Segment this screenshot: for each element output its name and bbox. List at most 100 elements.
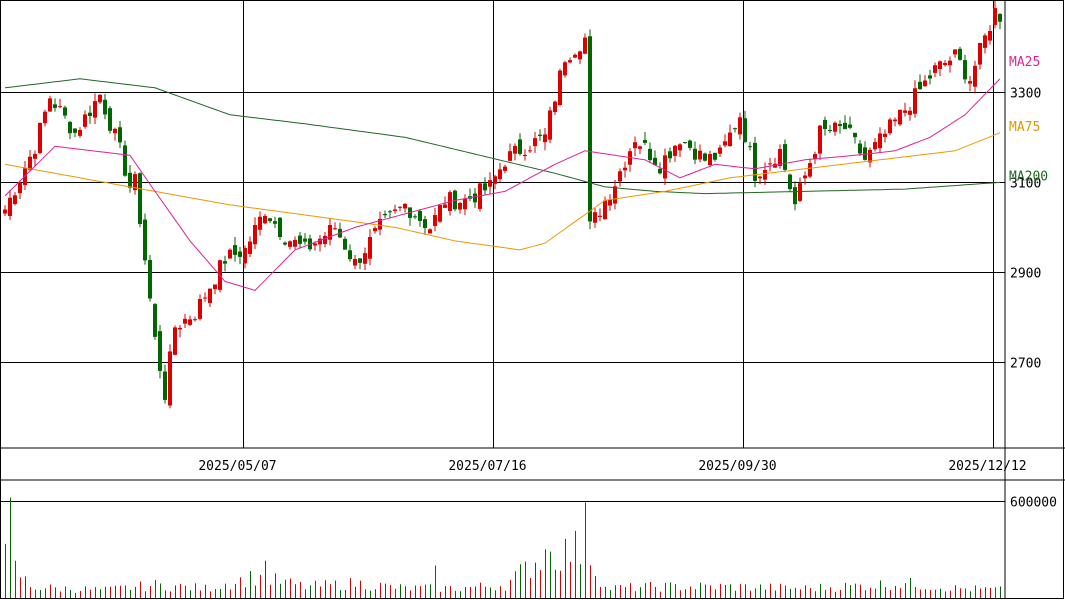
candle-body bbox=[983, 35, 987, 48]
price-tick-label: 3300 bbox=[1010, 87, 1041, 102]
candle-body bbox=[343, 238, 347, 250]
date-tick-label: 2025/12/12 bbox=[948, 459, 1026, 474]
candle-body bbox=[898, 109, 902, 125]
candle-body bbox=[568, 60, 572, 63]
candle-body bbox=[743, 118, 747, 142]
candle-body bbox=[418, 210, 422, 221]
candle-body bbox=[793, 187, 797, 205]
candle-body bbox=[763, 169, 767, 180]
candles bbox=[3, 0, 1002, 409]
candle-body bbox=[168, 351, 172, 406]
candle-body bbox=[883, 133, 887, 137]
candle-body bbox=[173, 327, 177, 355]
candle-body bbox=[463, 198, 467, 210]
candle-body bbox=[138, 173, 142, 224]
candle-body bbox=[363, 253, 367, 264]
candle-body bbox=[623, 167, 627, 171]
candle-body bbox=[843, 122, 847, 130]
candle-body bbox=[113, 128, 117, 134]
candle-body bbox=[93, 101, 97, 118]
candle-body bbox=[888, 119, 892, 134]
candle-body bbox=[373, 228, 377, 232]
candle-body bbox=[828, 130, 832, 132]
candle-body bbox=[923, 80, 927, 87]
candle-body bbox=[853, 132, 857, 138]
candle-body bbox=[263, 215, 267, 224]
candle-body bbox=[63, 107, 67, 116]
candle-body bbox=[323, 235, 327, 245]
candle-body bbox=[208, 288, 212, 304]
candle-body bbox=[668, 151, 672, 159]
candle-body bbox=[243, 248, 247, 264]
candle-body bbox=[43, 111, 47, 124]
candle-body bbox=[13, 195, 17, 205]
candle-body bbox=[233, 245, 237, 255]
candle-body bbox=[18, 182, 22, 194]
candle-body bbox=[313, 243, 317, 246]
candle-body bbox=[578, 51, 582, 60]
candle-body bbox=[753, 142, 757, 181]
candle-body bbox=[603, 200, 607, 220]
candle-body bbox=[68, 121, 72, 134]
candle-body bbox=[973, 65, 977, 87]
candle-body bbox=[583, 37, 587, 54]
candle-body bbox=[293, 239, 297, 247]
candle-body bbox=[538, 134, 542, 137]
candle-body bbox=[498, 169, 502, 180]
candle-body bbox=[858, 143, 862, 154]
candle-body bbox=[108, 108, 112, 131]
candle-body bbox=[383, 213, 387, 216]
candle-body bbox=[388, 211, 392, 213]
candle-body bbox=[993, 8, 997, 25]
candle-body bbox=[428, 229, 432, 234]
candle-body bbox=[838, 124, 842, 127]
candle-body bbox=[178, 327, 182, 330]
candle-body bbox=[698, 150, 702, 160]
price-tick-label: 2900 bbox=[1010, 267, 1041, 282]
candle-body bbox=[648, 148, 652, 161]
candle-body bbox=[818, 125, 822, 154]
candle-body bbox=[348, 250, 352, 260]
candle-body bbox=[358, 258, 362, 263]
candle-body bbox=[593, 212, 597, 223]
candle-body bbox=[708, 154, 712, 166]
candle-body bbox=[483, 183, 487, 191]
candle-body bbox=[718, 147, 722, 154]
candle-body bbox=[353, 259, 357, 266]
candle-body bbox=[963, 60, 967, 80]
candle-body bbox=[598, 215, 602, 217]
candle-body bbox=[378, 218, 382, 230]
candle-body bbox=[988, 30, 992, 41]
candle-body bbox=[248, 241, 252, 254]
candle-body bbox=[158, 331, 162, 371]
ma75-line bbox=[4, 132, 1001, 251]
candle-body bbox=[398, 206, 402, 208]
candle-body bbox=[48, 98, 52, 112]
candle-body bbox=[613, 186, 617, 204]
candle-body bbox=[938, 61, 942, 70]
candle-body bbox=[78, 129, 82, 136]
candle-body bbox=[788, 174, 792, 190]
candle-body bbox=[203, 297, 207, 299]
candle-body bbox=[413, 216, 417, 218]
candle-body bbox=[933, 65, 937, 73]
candle-body bbox=[543, 134, 547, 143]
candle-body bbox=[143, 219, 147, 261]
candle-body bbox=[253, 224, 257, 245]
candle-body bbox=[678, 144, 682, 151]
candle-body bbox=[188, 319, 192, 325]
candle-body bbox=[658, 168, 662, 174]
candle-body bbox=[33, 153, 37, 159]
candle-body bbox=[573, 54, 577, 58]
candle-body bbox=[948, 60, 952, 66]
candle-body bbox=[653, 157, 657, 165]
candle-body bbox=[638, 146, 642, 149]
candle-body bbox=[548, 110, 552, 140]
candle-body bbox=[508, 151, 512, 161]
candle-body bbox=[688, 140, 692, 148]
candle-body bbox=[228, 249, 232, 259]
candle-body bbox=[193, 319, 197, 321]
candle-body bbox=[643, 139, 647, 143]
candle-body bbox=[28, 156, 32, 170]
